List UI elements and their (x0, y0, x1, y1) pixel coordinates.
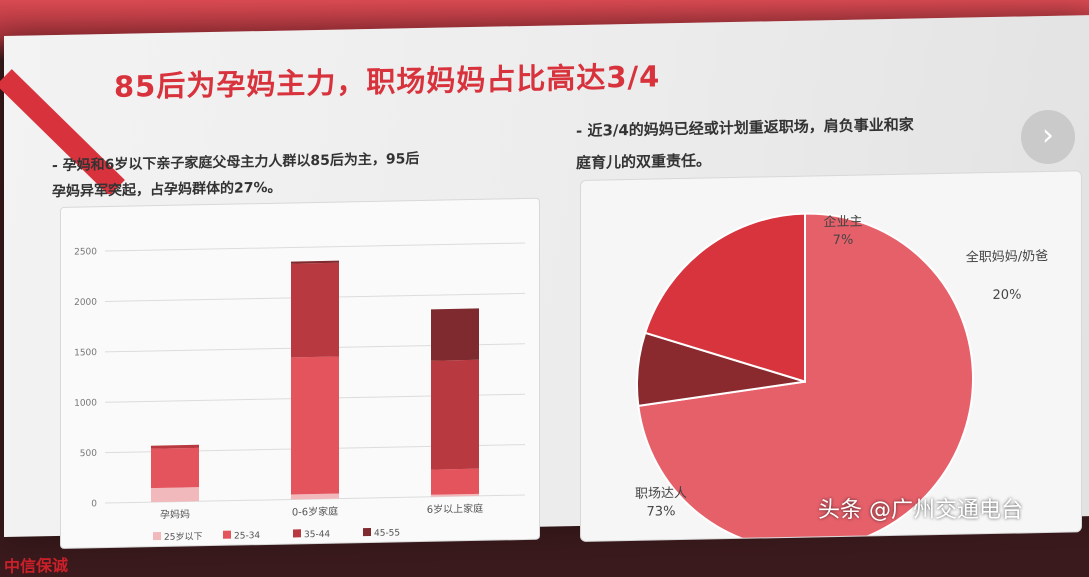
pie-slice (643, 212, 806, 383)
y-tick-label: 2000 (74, 298, 97, 308)
legend-label: 35-44 (304, 530, 330, 541)
chevron-right-icon: › (1042, 118, 1054, 153)
x-tick-label: 孕妈妈 (160, 507, 190, 521)
y-tick-label: 1000 (74, 398, 97, 408)
career-pie-chart: 职场达人 73% 企业主 7% 全职妈妈/奶爸 20% (580, 170, 1082, 551)
pie-chart-svg: 职场达人 73% 企业主 7% 全职妈妈/奶爸 20% (635, 212, 1048, 551)
slice-value: 73% (647, 504, 676, 520)
legend-swatch (293, 529, 301, 538)
x-tick-label: 0-6岁家庭 (292, 505, 338, 519)
slice-label: 企业主 (823, 214, 862, 231)
left-bullet-text: - 孕妈和6岁以下亲子家庭父母主力人群以85后为主，95后 孕妈异军突起，占孕妈… (52, 144, 522, 205)
gridline (105, 242, 525, 252)
legend-swatch (363, 527, 371, 537)
bar-segment (151, 487, 199, 503)
legend-label: 45-55 (374, 528, 400, 539)
y-tick-label: 500 (80, 449, 97, 459)
y-tick-label: 2500 (74, 247, 97, 257)
bar-segment (431, 308, 479, 361)
legend-label: 25-34 (234, 531, 260, 542)
slice-label: 职场达人 (635, 486, 687, 502)
bar-segment (291, 260, 339, 264)
legend-swatch (153, 531, 161, 541)
slice-value: 7% (833, 233, 854, 248)
slice-label: 全职妈妈/奶爸 (966, 248, 1048, 266)
bar-segment (291, 356, 339, 495)
presentation-slide: 85后为孕妈主力，职场妈妈占比高达3/4 - 孕妈和6岁以下亲子家庭父母主力人群… (4, 15, 1089, 576)
slide-title: 85后为孕妈主力，职场妈妈占比高达3/4 (114, 59, 661, 104)
bar-segment (431, 493, 479, 497)
age-bar-chart: 0 500 1000 1500 2000 2500 孕妈妈 0-6岁家庭 6岁以上家庭 25岁以下… (60, 197, 540, 549)
x-tick-label: 6岁以上家庭 (427, 502, 483, 516)
bar-segment (291, 262, 339, 358)
legend-swatch (223, 530, 231, 539)
bar-segment (151, 444, 199, 449)
footer-logo: 中信保诚 (4, 555, 69, 576)
watermark-text: 头条 @广州交通电台 (818, 498, 1023, 523)
y-tick-label: 0 (91, 499, 97, 509)
y-tick-label: 1500 (74, 348, 97, 358)
bar-segment (151, 447, 199, 489)
right-bullet-text: - 近3/4的妈妈已经或计划重返职场，肩负事业和家 庭育儿的双重责任。 (576, 106, 1046, 179)
bar-segment (431, 359, 479, 470)
bar-segment (291, 493, 339, 500)
bar-segment (431, 468, 479, 495)
slice-value: 20% (993, 287, 1022, 303)
next-slide-button[interactable]: › (1021, 110, 1075, 164)
